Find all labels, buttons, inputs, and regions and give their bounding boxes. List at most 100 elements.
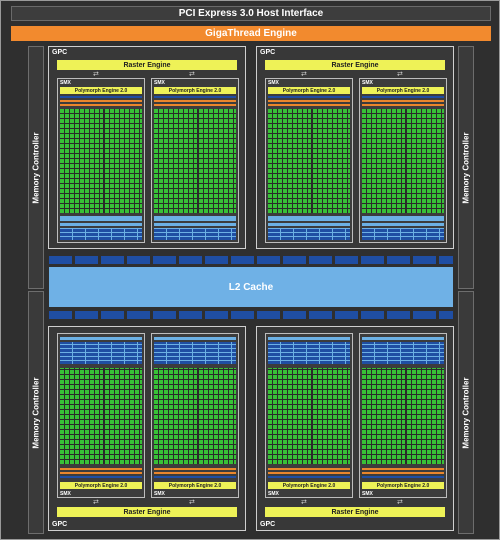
shared-memory-block <box>60 337 142 340</box>
gpc-label: GPC <box>52 521 68 528</box>
smx-label: SMX <box>268 491 279 497</box>
smx-label: SMX <box>268 80 279 86</box>
smx-label: SMX <box>60 491 71 497</box>
cuda-core-array <box>60 368 142 464</box>
smx-label: SMX <box>60 80 71 86</box>
texture-unit-block <box>268 228 350 240</box>
raster-engine: Raster Engine <box>57 60 237 70</box>
memory-controller-bottom-right: Memory Controller <box>458 291 474 534</box>
dispatch-unit-strip <box>362 104 444 106</box>
control-strip <box>154 476 236 478</box>
warp-scheduler-strip <box>60 472 142 474</box>
smx-label: SMX <box>154 80 165 86</box>
texture-unit-block <box>362 228 444 240</box>
cuda-core-array <box>60 109 142 213</box>
polymorph-engine: Polymorph Engine 2.0 <box>362 482 444 489</box>
data-flow-arrows: ⇄ <box>93 499 100 506</box>
memory-controller-label: Memory Controller <box>461 376 471 449</box>
control-strip <box>268 96 350 98</box>
cuda-core-array <box>154 109 236 213</box>
dispatch-unit-strip <box>60 104 142 106</box>
control-strip <box>60 96 142 98</box>
texture-unit-block <box>268 342 350 364</box>
polymorph-engine: Polymorph Engine 2.0 <box>60 87 142 94</box>
data-flow-arrows: ⇄ <box>397 71 404 78</box>
smx-unit: SMX Polymorph Engine 2.0 <box>57 78 145 243</box>
gpc-bottom-right: Polymorph Engine 2.0 SMX Polymorph Engin… <box>256 326 454 531</box>
data-flow-arrows: ⇄ <box>301 71 308 78</box>
control-strip <box>362 476 444 478</box>
smx-unit: Polymorph Engine 2.0 SMX <box>265 333 353 498</box>
shared-memory-block <box>154 223 236 226</box>
control-strip <box>154 96 236 98</box>
dispatch-unit-strip <box>362 468 444 470</box>
memory-controller-top-right: Memory Controller <box>458 46 474 289</box>
interconnect-block <box>60 216 142 221</box>
memory-controller-label: Memory Controller <box>31 131 41 204</box>
dispatch-unit-strip <box>268 468 350 470</box>
dispatch-unit-strip <box>268 104 350 106</box>
memory-interface-row-top <box>49 256 453 264</box>
polymorph-engine: Polymorph Engine 2.0 <box>362 87 444 94</box>
gpc-top-left: GPC Raster Engine ⇄ ⇄ SMX Polymorph Engi… <box>48 46 246 249</box>
polymorph-engine: Polymorph Engine 2.0 <box>154 482 236 489</box>
interconnect-block <box>154 216 236 221</box>
data-flow-arrows: ⇄ <box>93 71 100 78</box>
polymorph-engine: Polymorph Engine 2.0 <box>268 87 350 94</box>
control-strip <box>362 96 444 98</box>
shared-memory-block <box>60 223 142 226</box>
raster-engine: Raster Engine <box>57 507 237 517</box>
memory-interface-row-bottom <box>49 311 453 319</box>
dispatch-unit-strip <box>154 468 236 470</box>
polymorph-engine: Polymorph Engine 2.0 <box>268 482 350 489</box>
warp-scheduler-strip <box>60 100 142 102</box>
warp-scheduler-strip <box>362 100 444 102</box>
texture-unit-block <box>60 228 142 240</box>
warp-scheduler-strip <box>268 472 350 474</box>
gpc-label: GPC <box>260 521 276 528</box>
data-flow-arrows: ⇄ <box>397 499 404 506</box>
texture-unit-block <box>362 342 444 364</box>
shared-memory-block <box>268 337 350 340</box>
shared-memory-block <box>154 337 236 340</box>
gpc-label: GPC <box>52 49 68 56</box>
gpc-top-right: GPC Raster Engine ⇄ ⇄ SMX Polymorph Engi… <box>256 46 454 249</box>
data-flow-arrows: ⇄ <box>301 499 308 506</box>
shared-memory-block <box>362 337 444 340</box>
smx-label: SMX <box>154 491 165 497</box>
polymorph-engine: Polymorph Engine 2.0 <box>154 87 236 94</box>
memory-controller-label: Memory Controller <box>461 131 471 204</box>
data-flow-arrows: ⇄ <box>189 499 196 506</box>
control-strip <box>60 476 142 478</box>
dispatch-unit-strip <box>154 104 236 106</box>
cuda-core-array <box>268 368 350 464</box>
memory-controller-label: Memory Controller <box>31 376 41 449</box>
smx-label: SMX <box>362 80 373 86</box>
control-strip <box>268 476 350 478</box>
shared-memory-block <box>268 223 350 226</box>
cuda-core-array <box>362 368 444 464</box>
warp-scheduler-strip <box>154 100 236 102</box>
warp-scheduler-strip <box>362 472 444 474</box>
warp-scheduler-strip <box>268 100 350 102</box>
smx-unit: Polymorph Engine 2.0 SMX <box>151 333 239 498</box>
gigathread-engine: GigaThread Engine <box>11 26 491 41</box>
cuda-core-array <box>154 368 236 464</box>
interconnect-block <box>362 216 444 221</box>
texture-unit-block <box>154 342 236 364</box>
smx-label: SMX <box>362 491 373 497</box>
smx-unit: Polymorph Engine 2.0 SMX <box>359 333 447 498</box>
cuda-core-array <box>362 109 444 213</box>
smx-unit: SMX Polymorph Engine 2.0 <box>265 78 353 243</box>
interconnect-block <box>268 216 350 221</box>
memory-controller-bottom-left: Memory Controller <box>28 291 44 534</box>
texture-unit-block <box>60 342 142 364</box>
polymorph-engine: Polymorph Engine 2.0 <box>60 482 142 489</box>
smx-unit: SMX Polymorph Engine 2.0 <box>359 78 447 243</box>
data-flow-arrows: ⇄ <box>189 71 196 78</box>
smx-unit: Polymorph Engine 2.0 SMX <box>57 333 145 498</box>
texture-unit-block <box>154 228 236 240</box>
memory-controller-top-left: Memory Controller <box>28 46 44 289</box>
l2-cache: L2 Cache <box>49 267 453 307</box>
